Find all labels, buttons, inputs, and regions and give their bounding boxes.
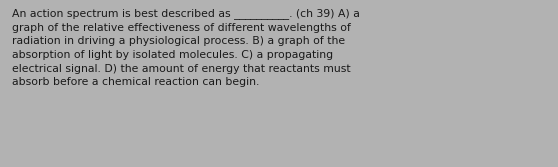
Text: An action spectrum is best described as __________. (ch 39) A) a
graph of the re: An action spectrum is best described as … [12, 8, 360, 87]
